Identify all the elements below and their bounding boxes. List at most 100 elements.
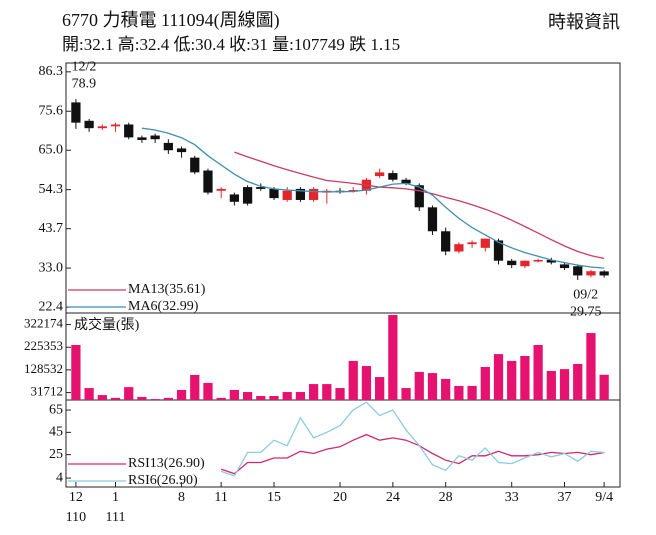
volume-bar: [599, 374, 609, 400]
candle-body: [493, 240, 504, 261]
candle-body: [137, 137, 147, 140]
x-tick-label: 20: [333, 490, 347, 505]
volume-bar: [71, 344, 81, 400]
candle-body: [150, 135, 160, 140]
x-tick-label: 9/4: [595, 490, 613, 505]
volume-bar: [388, 315, 398, 400]
volume-bar: [375, 377, 385, 400]
volume-bar: [110, 397, 121, 400]
price-panel: [65, 62, 621, 314]
y-tick-label: 25: [49, 447, 63, 462]
y-tick-label: 75.6: [39, 103, 64, 118]
volume-bar: [361, 366, 372, 400]
volume-bar: [335, 388, 345, 400]
volume-bar: [414, 371, 424, 400]
candle-body: [441, 231, 451, 252]
volume-bar: [493, 354, 504, 400]
candle-body: [427, 207, 438, 232]
candle-body: [295, 188, 306, 200]
rsi-line: [220, 433, 605, 475]
annotation-value: 78.9: [72, 76, 97, 91]
panel-title: 成交量(張): [74, 316, 140, 333]
y-tick-label: 43.7: [39, 221, 64, 236]
volume-bar: [507, 360, 517, 400]
candle-body: [308, 188, 319, 200]
candle-body: [467, 242, 477, 245]
y-tick-label: 4: [56, 470, 63, 485]
candle-body: [414, 185, 424, 208]
candle-body: [203, 170, 213, 193]
candle-body: [84, 120, 94, 129]
candle-body: [520, 260, 530, 267]
candle-body: [480, 238, 490, 248]
legend-label: RSI6(26.90): [128, 473, 198, 488]
candle-body: [375, 172, 385, 177]
candle-body: [97, 126, 107, 129]
candle-body: [163, 142, 173, 151]
y-tick-label: 322174: [24, 316, 64, 331]
y-tick-label: 33.0: [39, 260, 64, 275]
y-tick-label: 225353: [24, 338, 63, 353]
year-label: 111: [106, 510, 126, 525]
volume-bar: [467, 385, 477, 400]
y-tick-label: 128532: [24, 361, 63, 376]
x-tick-label: 12: [69, 490, 83, 505]
y-tick-label: 22.4: [39, 299, 64, 314]
y-tick-label: 54.3: [39, 182, 64, 197]
candle-body: [176, 148, 187, 153]
candle-body: [586, 271, 596, 276]
volume-bar: [84, 388, 94, 400]
chart-title: 6770 力積電 111094(周線圖): [62, 10, 280, 31]
volume-bar: [586, 333, 596, 400]
y-tick-label: 65.0: [39, 142, 64, 157]
volume-bar: [97, 395, 107, 400]
volume-bar: [308, 384, 319, 400]
volume-bar: [256, 396, 266, 400]
candle-body: [269, 188, 279, 199]
x-tick-label: 28: [439, 490, 453, 505]
candle-body: [559, 264, 570, 269]
annotation-value: 29.75: [570, 304, 602, 319]
volume-bar: [401, 388, 411, 400]
candle-body: [348, 190, 358, 192]
y-tick-label: 31712: [31, 384, 64, 399]
candle-body: [599, 271, 609, 276]
legend-label: MA13(35.61): [128, 282, 206, 297]
x-tick-label: 37: [558, 490, 572, 505]
candle-body: [573, 266, 583, 276]
rsi-line: [220, 401, 605, 477]
volume-bar: [454, 385, 464, 400]
volume-bar: [176, 389, 187, 400]
volume-bar: [163, 397, 173, 400]
volume-bar: [229, 389, 240, 400]
x-tick-label: 8: [178, 490, 185, 505]
legend-label: MA6(32.99): [128, 299, 199, 314]
volume-bar: [480, 366, 490, 400]
candle-body: [242, 187, 253, 204]
candle-body: [71, 102, 81, 123]
candle-body: [507, 260, 517, 266]
x-tick-label: 15: [267, 490, 281, 505]
ma-line: [234, 151, 605, 260]
candle-body: [216, 188, 226, 191]
legend-label: RSI13(26.90): [128, 456, 205, 471]
volume-bar: [520, 355, 530, 400]
volume-bar: [242, 392, 253, 400]
volume-bar: [322, 384, 332, 400]
candle-body: [454, 244, 464, 252]
volume-bar: [137, 396, 147, 400]
candle-body: [256, 187, 266, 189]
annotation-label: 09/2: [573, 287, 598, 302]
candle-body: [190, 157, 200, 173]
candle-body: [229, 194, 240, 202]
annotation-label: 12/2: [71, 59, 96, 74]
candle-body: [546, 259, 556, 263]
candle-body: [124, 124, 134, 138]
y-tick-label: 65: [49, 402, 63, 417]
x-tick-label: 24: [386, 490, 400, 505]
price-info: 開:32.1 高:32.4 低:30.4 收:31 量:107749 跌 1.1…: [62, 35, 400, 54]
source: 時報資訊: [548, 12, 620, 32]
x-tick-label: 33: [505, 490, 519, 505]
